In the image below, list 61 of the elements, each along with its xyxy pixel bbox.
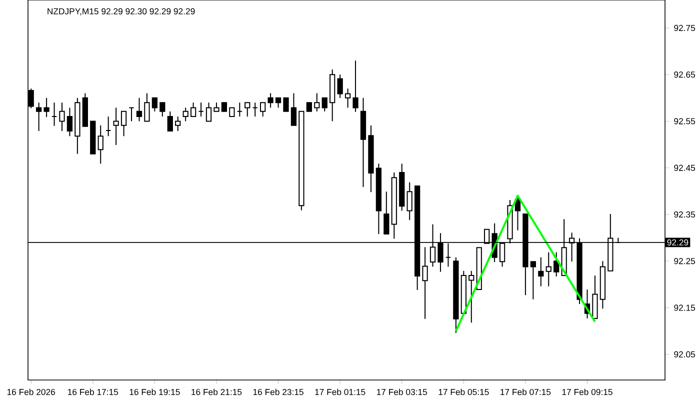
x-tick-label: 17 Feb 05:15: [438, 388, 489, 396]
candlestick: [66, 107, 73, 137]
candlestick: [260, 102, 266, 118]
x-tick-label: 17 Feb 09:15: [562, 388, 612, 396]
x-tick-label: 16 Feb 19:15: [130, 388, 180, 396]
candlestick: [175, 116, 181, 132]
candlestick: [167, 110, 173, 132]
x-tick-label: 16 Feb 23:15: [253, 388, 304, 396]
x-tick-label: 17 Feb 03:15: [376, 388, 428, 396]
candlestick: [51, 102, 58, 126]
x-tick-label: 17 Feb 01:15: [315, 388, 366, 396]
candlestick: [252, 102, 258, 118]
candlestick: [236, 102, 242, 118]
x-tick-label: 17 Feb 07:15: [500, 388, 551, 396]
x-tick-label: 16 Feb 2026: [7, 388, 56, 396]
candlestick: [120, 110, 127, 137]
x-tick-label: 16 Feb 17:15: [68, 388, 118, 396]
candlestick: [182, 107, 188, 122]
candlestick: [44, 97, 50, 118]
candlestick: [160, 102, 166, 118]
y-tick-label: 92.25: [674, 258, 696, 264]
candlestick: [538, 256, 544, 287]
candlestick: [144, 92, 150, 122]
candlestick: [384, 191, 390, 235]
candlestick: [198, 102, 204, 118]
candlestick: [206, 102, 212, 122]
candlestick: [283, 97, 289, 112]
candlestick: [268, 92, 274, 108]
candlestick: [106, 116, 112, 137]
y-tick-label: 92.55: [674, 118, 696, 124]
y-tick-label: 92.15: [674, 304, 696, 311]
candlestick: [314, 92, 320, 112]
candlestick: [152, 97, 158, 112]
text: NZDJPY,M15 92.29 92.30 92.29 92.29: [48, 8, 195, 16]
candlestick: [352, 60, 358, 112]
y-tick-label: 92.65: [674, 72, 696, 78]
candlestick: [128, 107, 134, 122]
candlestick: [406, 182, 412, 221]
candlestick: [275, 97, 282, 108]
y-tick-label: 92.45: [674, 164, 696, 171]
candlestick: [344, 88, 351, 108]
candlestick: [530, 261, 536, 300]
candlestick: [244, 102, 250, 118]
candlestick: [337, 74, 343, 98]
candlestick: [36, 102, 42, 132]
x-tick-label: 16 Feb 21:15: [192, 388, 242, 396]
candlestick: [59, 102, 65, 132]
candlestick: [468, 270, 474, 324]
candlestick: [422, 246, 428, 320]
y-tick-label: 92.35: [674, 211, 696, 218]
candlestick: [136, 97, 142, 122]
ref-line-label: 92.29: [667, 239, 688, 246]
candlestick: [290, 92, 297, 126]
candlestick: [98, 124, 104, 164]
candlestick: [322, 97, 328, 112]
y-tick-label: 92.75: [674, 24, 696, 32]
candlestick: [554, 252, 560, 277]
y-tick-label: 92.05: [674, 351, 696, 358]
candlestick: [546, 252, 552, 287]
candlestick: [190, 102, 196, 118]
candlestick: [113, 107, 119, 146]
